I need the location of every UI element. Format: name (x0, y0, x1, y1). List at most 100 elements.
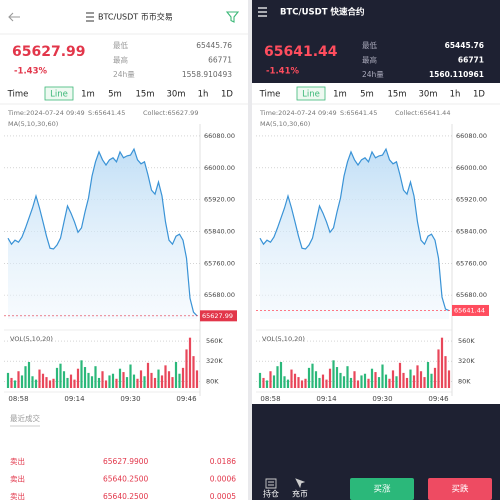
y-tick-label: 65760.00 (456, 259, 487, 267)
y-tick-label: 66000.00 (204, 164, 235, 172)
volume-bar (34, 379, 38, 388)
price-line (7, 147, 198, 317)
volume-bar (332, 360, 335, 388)
y-tick-label: 65680.00 (204, 291, 235, 299)
vol-label: VOL(5,10,20) (10, 335, 53, 343)
volume-bar (377, 377, 381, 388)
volume-bar (104, 380, 108, 388)
ma-label: MA(5,10,30,60) (260, 120, 310, 128)
menu-icon (258, 7, 267, 17)
volume-bar (171, 377, 174, 388)
volume-bar (311, 363, 314, 388)
info-collect: Collect:65641.44 (395, 109, 450, 117)
volume-bar (66, 377, 69, 388)
volume-bar (272, 375, 276, 388)
volume-bar (132, 374, 136, 388)
last-price-tag (200, 310, 237, 322)
volume-bar (24, 366, 27, 388)
volume-bar (356, 380, 360, 388)
last-price-label: 65641.44 (454, 306, 485, 314)
volume-bar (286, 379, 290, 388)
volume-bar (416, 365, 419, 388)
header-title: BTC/USDT 快速合约 (280, 7, 365, 18)
volume-bar (300, 380, 304, 388)
area-fill (260, 149, 449, 319)
volume-bar (38, 369, 41, 388)
y-tick-label: 65760.00 (204, 259, 235, 267)
volume-bar (115, 378, 118, 388)
action: 充币 (292, 489, 308, 499)
volume-bar (122, 372, 125, 388)
volume-bar (346, 366, 349, 388)
volume-bar (87, 372, 90, 388)
volume-bar (433, 367, 437, 388)
y-tick-label: 66080.00 (204, 132, 235, 140)
volume-bar (258, 372, 262, 388)
deposit-icon[interactable] (295, 478, 306, 489)
volume-bar (269, 371, 272, 388)
tab-active-box (44, 86, 74, 101)
volume-bar (94, 366, 97, 388)
action: 买涨 (373, 484, 391, 495)
volume-bar (62, 371, 66, 388)
y-tick-label: 560K (206, 337, 223, 345)
volume-bar (31, 376, 34, 388)
stat-value: 1558.910493 (182, 70, 232, 79)
stat-value: 65445.76 (445, 41, 484, 50)
tab: Time (259, 90, 281, 100)
x-tick-label: 09:14 (316, 395, 337, 403)
position-icon[interactable] (265, 478, 277, 489)
volume-bar (265, 380, 269, 388)
x-tick-label: 08:58 (260, 395, 280, 403)
volume-bar (146, 362, 150, 388)
stat-label: 最高 (362, 55, 377, 65)
volume-bar (69, 374, 73, 388)
back-arrow[interactable] (8, 12, 20, 22)
y-tick-label: 65840.00 (456, 227, 487, 235)
y-tick-label: 80K (206, 377, 219, 385)
y-tick-label: 65680.00 (456, 291, 487, 299)
volume-bar (164, 365, 167, 388)
tab: 30m (166, 90, 185, 100)
volume-bar (374, 372, 377, 388)
buy-up-button[interactable] (350, 478, 414, 500)
volume-bar (125, 377, 129, 388)
y-tick-label: 320K (458, 357, 475, 365)
volume-bar (45, 377, 48, 388)
stat-value: 66771 (208, 56, 232, 65)
y-tick-label: 66000.00 (456, 164, 487, 172)
tab: 1m (333, 90, 347, 100)
volume-bar (444, 356, 447, 388)
filter-icon[interactable] (225, 11, 240, 23)
stat-label: 最低 (113, 40, 128, 50)
volume-bar (27, 362, 31, 388)
info-s: S:65641.45 (88, 109, 125, 117)
volume-bar (293, 373, 297, 388)
volume-bar (157, 369, 160, 388)
volume-bar (17, 371, 20, 388)
volume-bar (188, 337, 192, 388)
y-tick-label: 65920.00 (204, 196, 235, 204)
volume-bar (160, 375, 164, 388)
x-tick-label: 09:46 (176, 395, 197, 403)
volume-bar (139, 370, 143, 388)
volume-bar (440, 337, 444, 388)
tab: 5m (108, 90, 122, 100)
volume-bar (174, 362, 178, 388)
stat-value: 65445.76 (196, 41, 232, 50)
volume-bar (283, 376, 286, 388)
volume-bar (430, 373, 433, 388)
volume-bar (349, 377, 353, 388)
volume-bar (6, 372, 10, 388)
volume-bar (412, 375, 416, 388)
price: 65641.44 (264, 44, 338, 60)
volume-bar (52, 378, 55, 388)
buy-down-button[interactable] (428, 478, 492, 500)
y-tick-label: 80K (458, 377, 471, 385)
volume-bar (342, 376, 346, 388)
stat-label: 最高 (113, 55, 128, 65)
volume-bar (73, 379, 76, 388)
volume-bar (370, 368, 374, 388)
tab: 30m (418, 90, 437, 100)
